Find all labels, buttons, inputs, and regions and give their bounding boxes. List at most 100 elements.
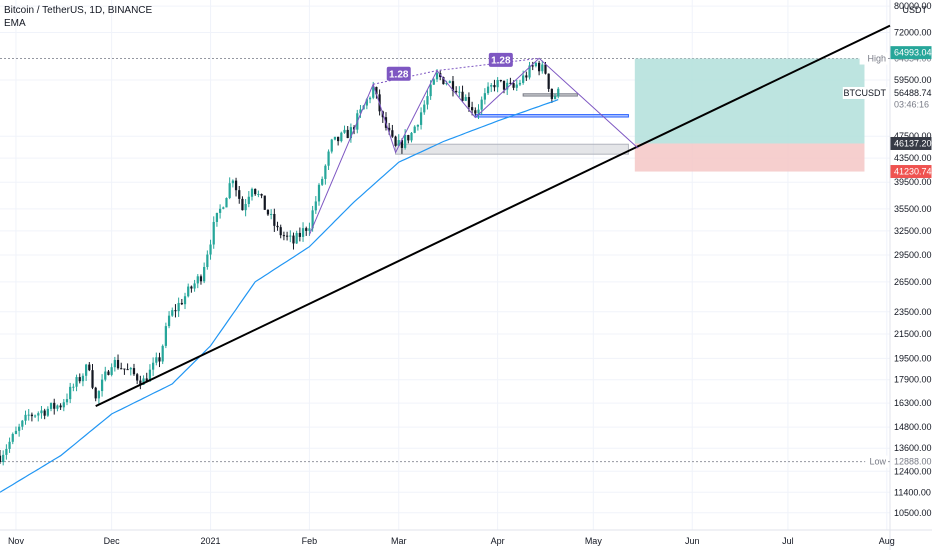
time-tick-label: Nov xyxy=(8,536,25,546)
candle-body xyxy=(333,136,337,140)
candle-body xyxy=(314,201,317,211)
price-tag-value: 46137.20 xyxy=(894,138,932,148)
candle-body xyxy=(285,235,289,237)
candle-body xyxy=(123,368,126,370)
candle-body xyxy=(550,88,553,99)
candle-body xyxy=(91,370,94,388)
candle-body xyxy=(132,368,136,375)
candle-body xyxy=(423,104,426,113)
candle-body xyxy=(509,82,512,84)
candle-body xyxy=(225,197,228,208)
candle-body xyxy=(100,379,104,392)
price-tick-label: 59500.00 xyxy=(894,75,932,85)
candle-body xyxy=(461,91,464,101)
candle-body xyxy=(116,359,120,369)
candle-body xyxy=(298,232,301,237)
candle-body xyxy=(126,369,129,371)
candle-body xyxy=(142,378,145,385)
candle-body xyxy=(483,93,486,100)
candle-body xyxy=(426,96,429,105)
candle-body xyxy=(502,80,506,90)
candle-body xyxy=(337,136,340,142)
candle-body xyxy=(279,227,282,236)
price-tick-label: 47500.00 xyxy=(894,131,932,141)
price-tick-label: 13600.00 xyxy=(894,443,932,453)
candle-body xyxy=(522,75,525,83)
candle-body xyxy=(528,65,531,78)
price-tick-label: 43500.00 xyxy=(894,153,932,163)
candle-body xyxy=(72,386,75,388)
candle-body xyxy=(445,82,448,85)
candle-body xyxy=(477,109,480,114)
candle-body xyxy=(388,127,391,131)
price-tick-label: 14800.00 xyxy=(894,422,932,432)
candle-body xyxy=(493,85,496,88)
candle-body xyxy=(295,232,298,244)
candle-body xyxy=(305,228,308,231)
price-tick-label: 11400.00 xyxy=(894,487,931,497)
candle-body xyxy=(30,414,34,417)
time-tick-label: 2021 xyxy=(201,536,221,546)
candle-body xyxy=(553,96,557,99)
price-tick-label: 21500.00 xyxy=(894,329,932,339)
candle-body xyxy=(250,188,254,197)
candle-body xyxy=(37,413,40,416)
candle-body xyxy=(8,441,11,449)
time-tick-label: Feb xyxy=(302,536,318,546)
candle-body xyxy=(49,402,53,409)
candle-body xyxy=(187,286,190,297)
candle-body xyxy=(129,368,132,370)
indicator-label[interactable]: EMA xyxy=(4,18,26,29)
small-zone xyxy=(522,93,578,97)
price-tag-value: 03:46:16 xyxy=(894,100,929,110)
candle-body xyxy=(177,302,180,312)
candle-body xyxy=(458,91,461,93)
candle-body xyxy=(215,212,219,222)
candle-body xyxy=(183,296,187,305)
candle-body xyxy=(222,207,225,209)
candle-body xyxy=(104,371,107,380)
fib-ratio-label: 1.28 xyxy=(491,55,511,66)
fib-ratio-label: 1.28 xyxy=(389,69,409,80)
candle-body xyxy=(506,82,509,90)
candle-body xyxy=(94,387,97,399)
candle-body xyxy=(65,399,69,403)
candle-body xyxy=(2,454,5,463)
candle-body xyxy=(375,86,378,95)
candle-body xyxy=(432,79,435,85)
price-tag-name: High xyxy=(867,54,886,64)
candle-body xyxy=(311,210,314,229)
candle-body xyxy=(161,345,164,362)
price-tag-name-box xyxy=(842,86,888,99)
price-axis-unit: USDT xyxy=(903,5,928,15)
time-tick-label: Jun xyxy=(685,536,700,546)
candle-body xyxy=(136,374,139,381)
price-tag-box xyxy=(890,165,932,179)
candle-body xyxy=(346,129,349,139)
candle-body xyxy=(474,110,477,114)
candle-body xyxy=(24,414,27,421)
candle-body xyxy=(442,77,445,85)
candle-body xyxy=(43,410,46,416)
candle-body xyxy=(59,405,62,408)
candle-body xyxy=(247,196,250,205)
price-tick-label: 19500.00 xyxy=(894,353,932,363)
candle-body xyxy=(53,402,56,409)
candle-body xyxy=(218,208,222,213)
candle-body xyxy=(537,62,541,72)
price-tag-box xyxy=(890,98,932,112)
candle-body xyxy=(547,73,550,89)
candle-body xyxy=(190,286,193,289)
price-tag-box xyxy=(890,46,932,60)
candle-body xyxy=(394,136,397,146)
candle-body xyxy=(372,86,375,98)
symbol-title[interactable]: Bitcoin / TetherUS, 1D, BINANCE xyxy=(4,5,153,16)
candle-body xyxy=(152,362,155,370)
candle-body xyxy=(40,410,43,414)
candle-body xyxy=(343,129,346,133)
price-tick-label: 26500.00 xyxy=(894,277,932,287)
candle-body xyxy=(199,276,203,282)
candle-body xyxy=(231,180,234,184)
candle-body xyxy=(308,228,311,231)
